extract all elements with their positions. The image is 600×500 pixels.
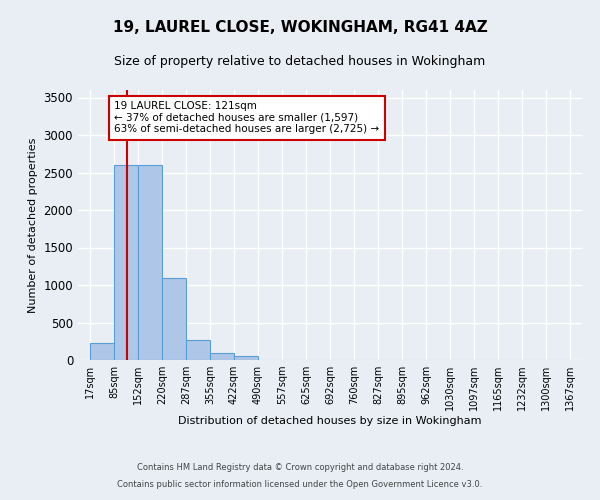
Y-axis label: Number of detached properties: Number of detached properties xyxy=(28,138,38,312)
Bar xyxy=(210,353,234,360)
Text: Contains public sector information licensed under the Open Government Licence v3: Contains public sector information licen… xyxy=(118,480,482,489)
Bar xyxy=(186,340,210,360)
Text: Contains HM Land Registry data © Crown copyright and database right 2024.: Contains HM Land Registry data © Crown c… xyxy=(137,464,463,472)
Text: Size of property relative to detached houses in Wokingham: Size of property relative to detached ho… xyxy=(115,55,485,68)
Bar xyxy=(90,343,114,360)
Bar xyxy=(114,165,138,360)
Bar xyxy=(162,278,186,360)
Bar xyxy=(234,356,258,360)
Text: 19, LAUREL CLOSE, WOKINGHAM, RG41 4AZ: 19, LAUREL CLOSE, WOKINGHAM, RG41 4AZ xyxy=(113,20,487,35)
X-axis label: Distribution of detached houses by size in Wokingham: Distribution of detached houses by size … xyxy=(178,416,482,426)
Bar xyxy=(138,165,162,360)
Text: 19 LAUREL CLOSE: 121sqm
← 37% of detached houses are smaller (1,597)
63% of semi: 19 LAUREL CLOSE: 121sqm ← 37% of detache… xyxy=(114,101,379,134)
